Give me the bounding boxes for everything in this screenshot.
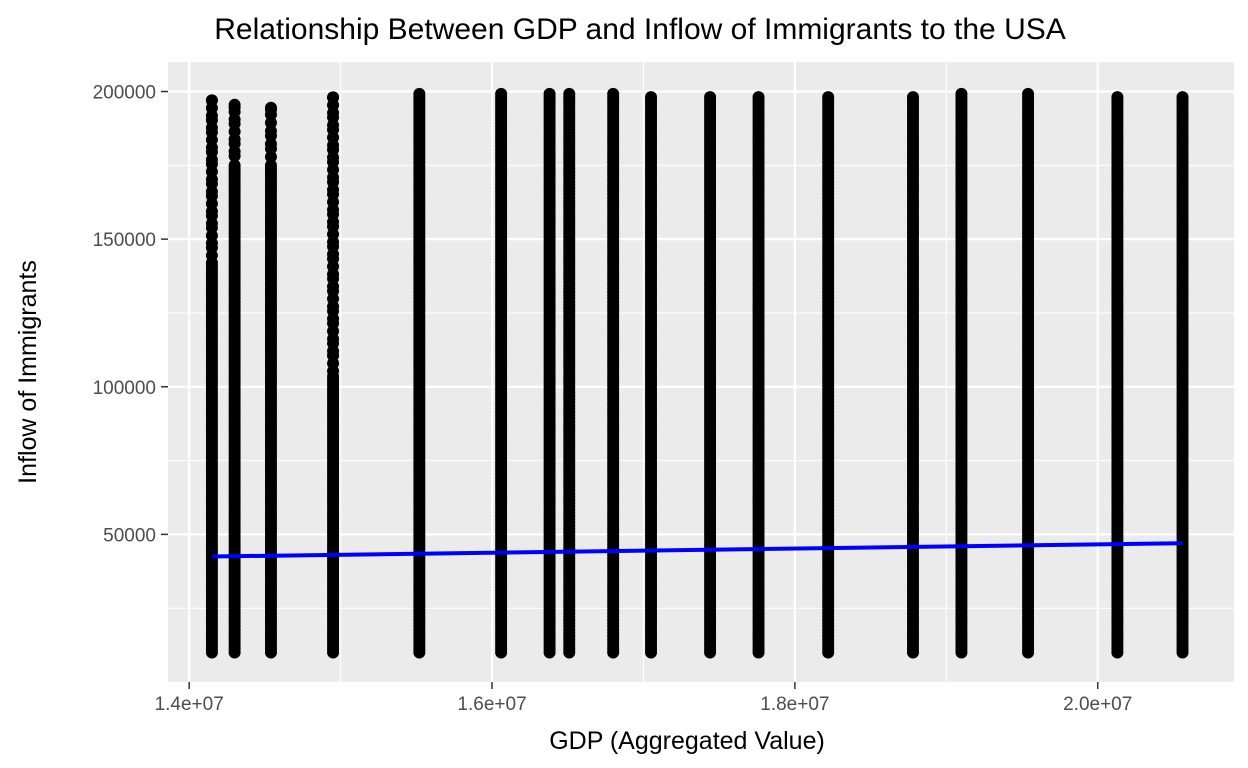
- point-column: [327, 91, 340, 659]
- point-column: [205, 94, 218, 659]
- y-axis-title: Inflow of Immigrants: [14, 260, 42, 484]
- data-points: [205, 87, 1189, 659]
- point-column: [704, 91, 717, 659]
- x-tick-label: 1.8e+07: [760, 694, 829, 715]
- x-axis: 1.4e+07 1.6e+07 1.8e+07 2.0e+07: [155, 682, 1132, 715]
- grid-lines: [168, 62, 1234, 682]
- point-column: [955, 87, 968, 659]
- point-column: [1022, 87, 1035, 659]
- point-column: [495, 87, 508, 659]
- point-column: [413, 87, 426, 659]
- y-tick-label: 50000: [103, 525, 156, 546]
- point-column: [563, 87, 576, 659]
- data-point: [228, 98, 241, 111]
- data-point: [563, 87, 576, 100]
- data-point: [752, 91, 765, 104]
- data-point: [704, 91, 717, 104]
- data-point: [543, 87, 556, 100]
- y-tick-label: 200000: [93, 83, 156, 104]
- data-point: [1176, 91, 1189, 104]
- point-column: [645, 91, 658, 659]
- x-tick-label: 2.0e+07: [1063, 694, 1132, 715]
- data-point: [327, 91, 340, 104]
- data-point: [822, 91, 835, 104]
- trend-line: [211, 541, 1183, 559]
- point-column: [607, 87, 620, 659]
- data-point: [1111, 91, 1124, 104]
- y-axis: 50000 100000 150000 200000: [93, 83, 168, 546]
- data-point: [228, 159, 241, 172]
- data-point: [264, 159, 277, 172]
- point-column: [228, 98, 241, 659]
- point-column: [543, 87, 556, 659]
- x-axis-title: GDP (Aggregated Value): [549, 727, 825, 755]
- point-column: [906, 91, 919, 659]
- point-column: [752, 91, 765, 659]
- data-point: [495, 87, 508, 100]
- x-tick-label: 1.6e+07: [457, 694, 526, 715]
- data-point: [1022, 87, 1035, 100]
- y-tick-label: 100000: [93, 378, 156, 399]
- data-point: [264, 101, 277, 114]
- data-point: [413, 87, 426, 100]
- point-column: [264, 101, 277, 659]
- data-point: [607, 87, 620, 100]
- data-point: [955, 87, 968, 100]
- x-tick-label: 1.4e+07: [155, 694, 224, 715]
- point-column: [1111, 91, 1124, 659]
- point-column: [1176, 91, 1189, 659]
- data-point: [205, 94, 218, 107]
- point-column: [822, 91, 835, 659]
- y-tick-label: 150000: [93, 230, 156, 251]
- chart-title: Relationship Between GDP and Inflow of I…: [214, 13, 1066, 46]
- data-point: [906, 91, 919, 104]
- data-point: [645, 91, 658, 104]
